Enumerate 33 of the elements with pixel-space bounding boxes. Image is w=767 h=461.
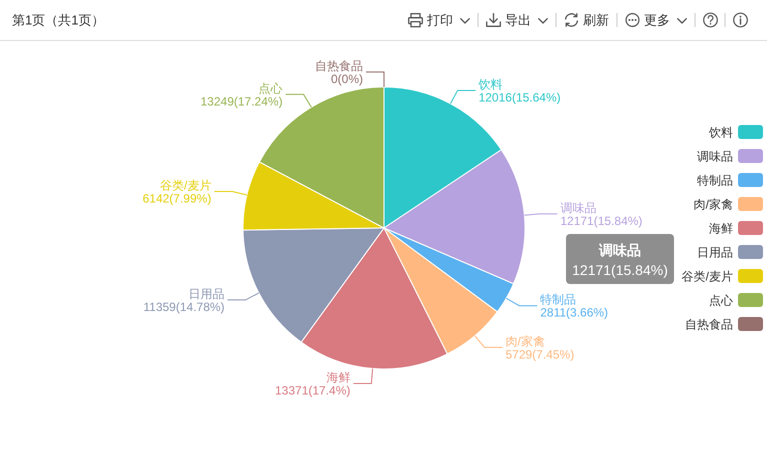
data-label: 12171(15.84%): [560, 214, 642, 228]
legend-label: 自热食品: [685, 318, 733, 332]
slice-label: 饮料: [478, 77, 503, 92]
legend-label: 调味品: [697, 150, 733, 164]
slice-label: 点心: [258, 81, 283, 96]
legend-label: 谷类/麦片: [682, 270, 733, 284]
data-label: 2811(3.66%): [540, 306, 608, 320]
data-label: 11359(14.78%): [143, 300, 225, 314]
data-label: 13249(17.24%): [200, 94, 283, 108]
data-label: 13371(17.4%): [275, 383, 350, 398]
legend-label: 特制品: [697, 174, 733, 188]
text: 刷新: [583, 12, 609, 28]
text: 0(0%): [330, 72, 363, 86]
legend-label: 日用品: [697, 246, 733, 260]
text: 更多: [644, 12, 670, 28]
legend-label: 海鲜: [709, 222, 733, 236]
legend-label: 饮料: [708, 126, 733, 140]
text: 第1页（共1页）: [12, 12, 104, 28]
slice-label: 肉/家禽: [506, 334, 545, 348]
data-label: 6142(7.99%): [142, 191, 212, 206]
slice-label: 谷类/麦片: [160, 178, 212, 192]
legend-label: 点心: [709, 294, 733, 308]
text: 调味品 12171(15.84%): [572, 242, 668, 278]
slice-label: 特制品: [540, 292, 576, 307]
legend-label: 肉/家禽: [694, 198, 733, 212]
text: 打印: [426, 12, 453, 28]
text: 导出: [505, 12, 531, 28]
data-label: 12016(15.64%): [478, 90, 561, 104]
data-label: 5729(7.45%): [506, 347, 574, 362]
slice-label: 日用品: [188, 286, 225, 301]
slice-label: 调味品: [560, 200, 596, 215]
slice-label: 海鲜: [326, 370, 350, 384]
category-label: 自热食品: [315, 59, 363, 73]
